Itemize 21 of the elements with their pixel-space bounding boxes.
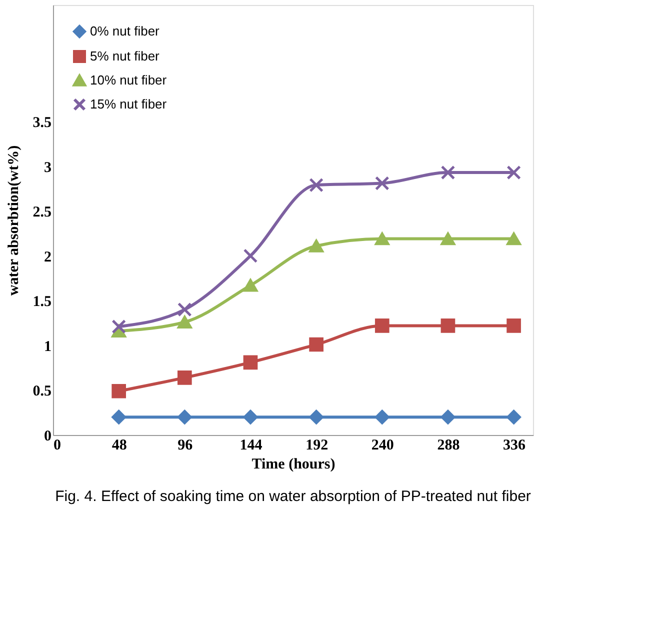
x-tick-label: 288: [437, 438, 460, 454]
x-tick-label: 336: [503, 438, 526, 454]
legend-label: 10% nut fiber: [90, 72, 168, 88]
x-tick-label: 192: [306, 438, 328, 454]
y-tick-label: 2: [44, 249, 52, 266]
y-tick-label: 0.5: [32, 384, 52, 400]
x-tick-label: 96: [178, 438, 194, 454]
legend-label: 5% nut fiber: [90, 48, 160, 64]
y-tick-label: 3: [44, 160, 52, 176]
y-tick-label: 1.5: [32, 294, 52, 310]
y-tick-label: 1: [44, 338, 52, 355]
caption: Fig. 4. Effect of soaking time on water absorption of PP-treated nut fiber: [55, 488, 531, 505]
legend-label: 0% nut fiber: [90, 24, 160, 38]
x-tick-label: 240: [371, 438, 394, 454]
x-axis-title: Time (hours): [252, 456, 336, 472]
y-tick-label: 2.5: [32, 204, 52, 221]
y-axis-title: water absorbtion(wt%): [6, 145, 22, 296]
x-tick-label: 48: [112, 438, 127, 454]
y-tick-label: 3.5: [32, 114, 52, 131]
legend-label: 15% nut fiber: [90, 96, 168, 112]
x-tick-label: 144: [240, 438, 263, 454]
